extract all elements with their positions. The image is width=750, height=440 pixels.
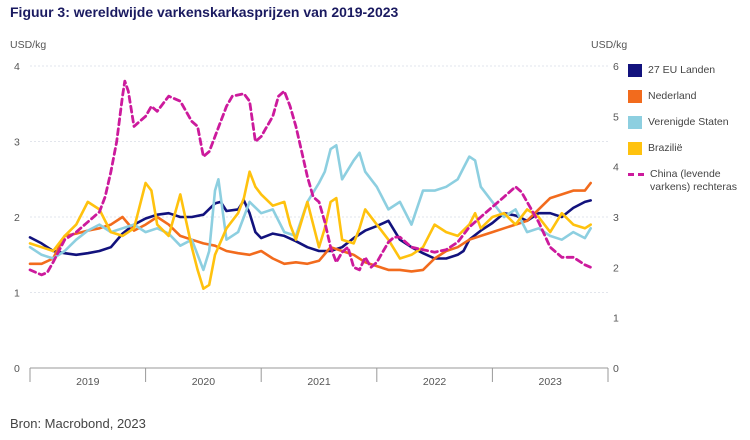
source-note: Bron: Macrobond, 2023: [10, 416, 146, 431]
legend: 27 EU Landen Nederland Verenigde Staten …: [628, 64, 750, 207]
series-line-nederland: [28, 181, 592, 273]
legend-swatch-br: [628, 142, 642, 155]
legend-label-eu: 27 EU Landen: [648, 64, 716, 76]
y-right-tick-label: 1: [613, 313, 619, 325]
legend-label-us: Verenigde Staten: [648, 116, 729, 128]
x-tick-label: 2019: [76, 376, 100, 388]
legend-item-us: Verenigde Staten: [628, 116, 750, 129]
y-axis-right-ticks: 0 1 2 3 4 5 6: [613, 61, 619, 375]
y-left-tick-label: 4: [14, 61, 20, 73]
legend-swatch-nl: [628, 90, 642, 103]
series-line-verenigde-staten: [28, 144, 592, 272]
y-right-tick-label: 0: [613, 363, 619, 375]
x-tick-label: 2021: [307, 376, 331, 388]
y-axis-left-ticks: 0 1 2 3 4: [14, 61, 20, 375]
y-left-tick-label: 1: [14, 288, 20, 300]
x-tick-label: 2023: [539, 376, 563, 388]
x-tick-label: 2022: [423, 376, 447, 388]
legend-swatch-cn: [628, 168, 646, 181]
y-axis-right-label: USD/kg: [591, 39, 627, 51]
y-right-tick-label: 2: [613, 262, 619, 274]
legend-item-eu: 27 EU Landen: [628, 64, 750, 77]
y-left-tick-label: 0: [14, 363, 20, 375]
legend-item-nl: Nederland: [628, 90, 750, 103]
legend-label-br: Brazilië: [648, 142, 683, 154]
y-axis-left-label: USD/kg: [10, 39, 46, 51]
y-right-tick-label: 5: [613, 111, 619, 123]
legend-swatch-us: [628, 116, 642, 129]
y-left-tick-label: 3: [14, 137, 20, 149]
y-left-tick-label: 2: [14, 212, 20, 224]
legend-swatch-eu: [628, 64, 642, 77]
series-line-brazili-: [28, 170, 592, 290]
x-axis: 2019 2020 2021 2022 2023: [29, 368, 609, 388]
legend-label-cn: China (levende varkens) rechteras: [650, 168, 737, 193]
legend-item-cn: China (levende varkens) rechteras: [628, 168, 750, 194]
chart-title: Figuur 3: wereldwijde varkenskarkasprijz…: [10, 4, 399, 20]
series-line-china-levende-varkens-rechteras: [28, 79, 593, 277]
y-right-tick-label: 6: [613, 61, 619, 73]
y-right-tick-label: 3: [613, 212, 619, 224]
legend-item-br: Brazilië: [628, 142, 750, 155]
y-right-tick-label: 4: [613, 162, 619, 174]
gridlines: [30, 65, 608, 369]
x-tick-label: 2020: [192, 376, 216, 388]
legend-label-nl: Nederland: [648, 90, 697, 102]
series-lines: [28, 79, 593, 290]
